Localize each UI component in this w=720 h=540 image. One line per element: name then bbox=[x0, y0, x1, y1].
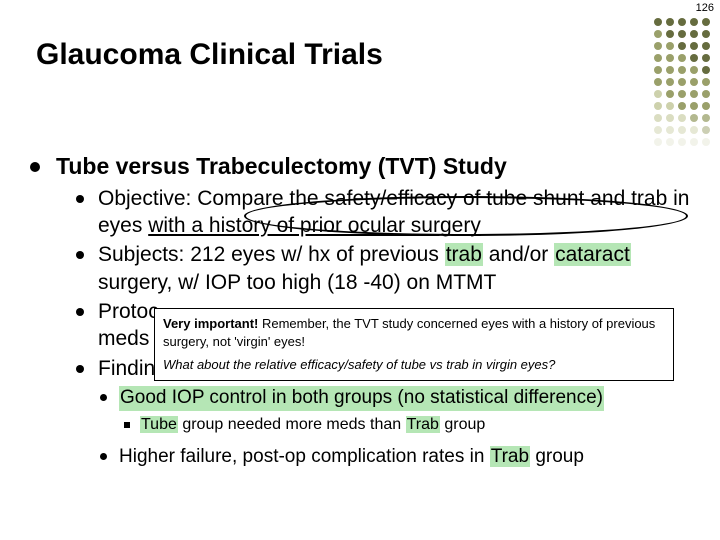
higher-failure-row: Higher failure, post-op complication rat… bbox=[100, 445, 700, 470]
text: and/or bbox=[483, 243, 554, 266]
tube-meds-text: Tube group needed more meds than Trab gr… bbox=[140, 415, 485, 436]
text: surgery, w/ IOP too high (18 -40) on MTM… bbox=[98, 271, 496, 294]
highlight: trab bbox=[445, 243, 483, 266]
protocol-text: Protoc meds bbox=[98, 298, 159, 353]
objective-row: Objective: Compare the safety/efficacy o… bbox=[76, 185, 700, 240]
page-number: 126 bbox=[696, 2, 714, 14]
note-line-1: Very important! Remember, the TVT study … bbox=[163, 315, 665, 350]
text: group bbox=[530, 446, 584, 467]
level3-list: Good IOP control in both groups (no stat… bbox=[100, 386, 700, 470]
text: Subjects: 212 eyes w/ hx of previous bbox=[98, 243, 445, 266]
highlight: Trab bbox=[490, 446, 530, 467]
highlight: cataract bbox=[554, 243, 631, 266]
heading-row: Tube versus Trabeculectomy (TVT) Study bbox=[30, 152, 700, 181]
underlined-text: with a history of prior ocular surgery bbox=[148, 214, 481, 237]
bullet-icon bbox=[76, 251, 84, 259]
bullet-icon bbox=[76, 365, 84, 373]
note-question: What about the relative efficacy/safety … bbox=[163, 357, 555, 372]
good-iop-text: Good IOP control in both groups (no stat… bbox=[119, 386, 604, 411]
text: group bbox=[440, 416, 485, 433]
level4-list: Tube group needed more meds than Trab gr… bbox=[124, 415, 700, 436]
heading-text: Tube versus Trabeculectomy (TVT) Study bbox=[56, 152, 507, 181]
higher-failure-text: Higher failure, post-op complication rat… bbox=[119, 445, 584, 470]
text: Protoc bbox=[98, 300, 159, 323]
objective-text: Objective: Compare the safety/efficacy o… bbox=[98, 185, 700, 240]
bullet-icon bbox=[30, 162, 40, 172]
good-iop-row: Good IOP control in both groups (no stat… bbox=[100, 386, 700, 411]
subjects-text: Subjects: 212 eyes w/ hx of previous tra… bbox=[98, 241, 700, 296]
text: group needed more meds than bbox=[178, 416, 406, 433]
highlight: Tube bbox=[140, 416, 178, 433]
text: meds bbox=[98, 327, 149, 350]
subjects-row: Subjects: 212 eyes w/ hx of previous tra… bbox=[76, 241, 700, 296]
bullet-icon bbox=[100, 453, 107, 460]
note-line-2: What about the relative efficacy/safety … bbox=[163, 356, 665, 374]
findings-text: Findin bbox=[98, 355, 155, 382]
tube-meds-row: Tube group needed more meds than Trab gr… bbox=[124, 415, 700, 436]
bullet-icon bbox=[100, 394, 107, 401]
bullet-icon bbox=[76, 195, 84, 203]
text: Higher failure, post-op complication rat… bbox=[119, 446, 490, 467]
slide-title: Glaucoma Clinical Trials bbox=[36, 38, 383, 72]
highlight: Trab bbox=[406, 416, 440, 433]
bullet-icon bbox=[76, 308, 84, 316]
note-emphasis: Very important! bbox=[163, 316, 258, 331]
square-bullet-icon bbox=[124, 422, 130, 428]
callout-note: Very important! Remember, the TVT study … bbox=[154, 308, 674, 381]
corner-dots-decoration bbox=[654, 18, 712, 148]
